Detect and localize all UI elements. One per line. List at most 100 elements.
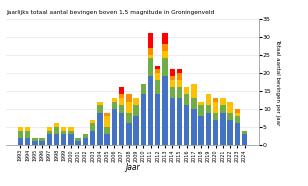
Bar [83, 134, 88, 138]
Bar [198, 116, 204, 145]
Bar [184, 105, 189, 145]
Bar [97, 102, 103, 105]
Bar [169, 80, 175, 87]
Bar [61, 134, 67, 145]
Bar [155, 73, 160, 80]
Bar [148, 47, 153, 55]
Bar [39, 142, 45, 145]
Bar [155, 80, 160, 94]
Y-axis label: Totaal aantal bevingen per jaar: Totaal aantal bevingen per jaar [275, 39, 281, 125]
Bar [119, 113, 124, 145]
Bar [18, 138, 23, 145]
Bar [162, 76, 168, 145]
Bar [169, 76, 175, 80]
Bar [32, 138, 38, 142]
Bar [25, 131, 30, 138]
Bar [61, 131, 67, 134]
Bar [68, 131, 74, 134]
Bar [220, 98, 225, 105]
Bar [177, 87, 182, 98]
Bar [68, 134, 74, 145]
Bar [39, 138, 45, 142]
Bar [242, 134, 247, 145]
Text: Jaarlijks totaal aantal bevingen boven 1,5 magnitude in Groningenveld: Jaarlijks totaal aantal bevingen boven 1… [6, 10, 214, 15]
Bar [148, 55, 153, 58]
Bar [68, 127, 74, 131]
Bar [126, 94, 132, 102]
Bar [206, 94, 211, 105]
Bar [111, 102, 117, 109]
Bar [227, 102, 233, 113]
Bar [126, 123, 132, 145]
Bar [235, 123, 240, 145]
Bar [177, 73, 182, 80]
Bar [90, 131, 95, 145]
Bar [119, 87, 124, 94]
Bar [126, 102, 132, 113]
Bar [235, 113, 240, 116]
Bar [104, 134, 110, 145]
Bar [104, 113, 110, 116]
Bar [227, 120, 233, 145]
Bar [169, 69, 175, 76]
Bar [169, 98, 175, 145]
Bar [18, 131, 23, 138]
Bar [133, 116, 139, 145]
Bar [47, 131, 52, 134]
Bar [133, 98, 139, 105]
Bar [242, 131, 247, 134]
Bar [75, 138, 81, 142]
Bar [47, 134, 52, 145]
Bar [220, 105, 225, 113]
Bar [111, 109, 117, 145]
Bar [83, 138, 88, 145]
Bar [155, 94, 160, 145]
Bar [206, 113, 211, 145]
Bar [104, 127, 110, 134]
Bar [54, 134, 59, 145]
Bar [140, 94, 146, 145]
Bar [191, 109, 197, 145]
Bar [220, 113, 225, 145]
Bar [111, 98, 117, 102]
Bar [126, 113, 132, 123]
Bar [235, 116, 240, 123]
Bar [213, 113, 218, 120]
Bar [140, 84, 146, 94]
Bar [162, 58, 168, 76]
Bar [155, 69, 160, 73]
Bar [162, 44, 168, 51]
Bar [184, 94, 189, 105]
Bar [198, 105, 204, 116]
Bar [54, 123, 59, 127]
Bar [213, 102, 218, 113]
Bar [133, 105, 139, 116]
Bar [97, 105, 103, 113]
Bar [155, 66, 160, 69]
Bar [177, 69, 182, 73]
Bar [18, 127, 23, 131]
Bar [213, 120, 218, 145]
Bar [177, 98, 182, 145]
Bar [213, 98, 218, 102]
Bar [97, 113, 103, 145]
Bar [61, 127, 67, 131]
Bar [104, 116, 110, 127]
Bar [148, 33, 153, 47]
Bar [32, 142, 38, 145]
Bar [25, 138, 30, 145]
Bar [148, 58, 153, 76]
Bar [47, 127, 52, 131]
Bar [177, 80, 182, 87]
Bar [25, 127, 30, 131]
Bar [90, 120, 95, 123]
Bar [184, 87, 189, 94]
Bar [191, 84, 197, 98]
Bar [162, 33, 168, 44]
Bar [198, 102, 204, 105]
Bar [119, 94, 124, 98]
Bar [169, 87, 175, 98]
Bar [235, 109, 240, 113]
Bar [75, 142, 81, 145]
X-axis label: Jaar: Jaar [125, 163, 140, 172]
